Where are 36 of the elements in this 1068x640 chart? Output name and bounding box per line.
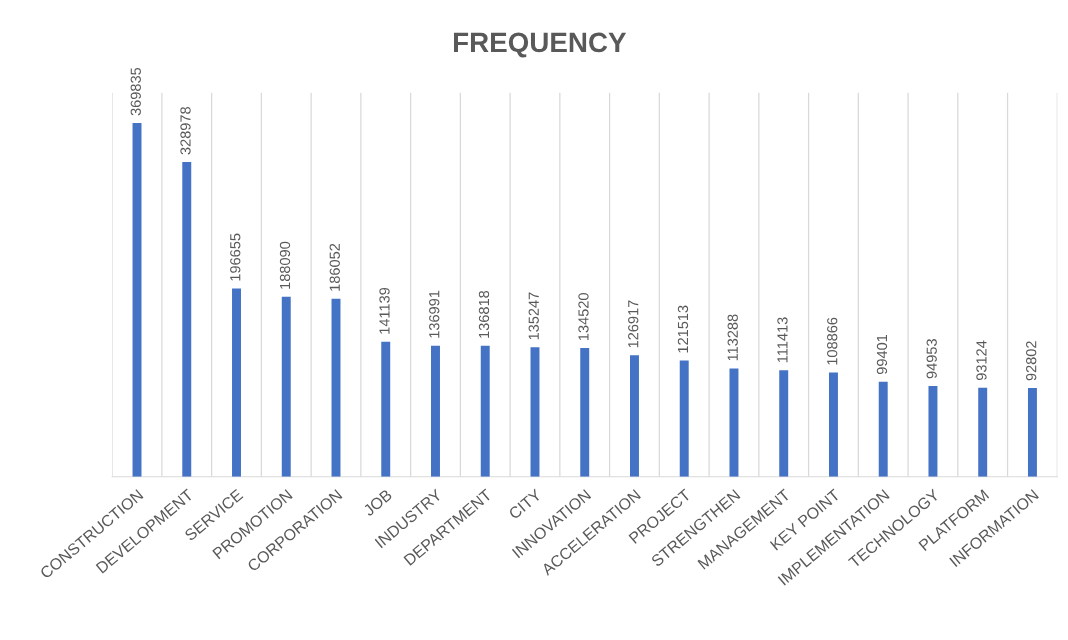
bar (182, 161, 192, 477)
data-label: 99401 (876, 334, 888, 375)
bar (928, 385, 938, 477)
data-label: 113288 (727, 314, 738, 361)
bar (480, 345, 490, 477)
data-label: 108866 (827, 317, 838, 365)
bar (878, 381, 888, 477)
bar (281, 296, 291, 477)
data-label: 93124 (976, 340, 987, 381)
data-label: 369835 (130, 67, 141, 116)
data-label: 328978 (180, 107, 191, 155)
bar (828, 372, 838, 477)
bar (779, 370, 789, 477)
bar (232, 288, 241, 477)
bar (381, 341, 391, 477)
data-label: 136991 (429, 290, 440, 338)
data-label: 141139 (379, 287, 390, 334)
data-label: 121513 (677, 305, 689, 353)
chart-title: FREQUENCY (454, 32, 627, 58)
data-label: 111413 (777, 317, 788, 363)
data-label: 186052 (329, 243, 340, 291)
bar (729, 368, 739, 477)
data-label: 134520 (578, 293, 589, 341)
data-label: 135247 (528, 292, 539, 340)
data-label: 92802 (1026, 341, 1037, 381)
bar (679, 360, 689, 477)
data-label: 196655 (230, 233, 241, 281)
bar (580, 348, 590, 477)
bar (431, 345, 440, 477)
data-label: 188090 (279, 241, 291, 289)
data-label: 136818 (478, 290, 490, 338)
data-label: 94953 (926, 339, 937, 379)
bar (978, 387, 988, 477)
bar (630, 355, 639, 477)
bar (1027, 387, 1037, 477)
data-label: 126917 (628, 300, 639, 348)
